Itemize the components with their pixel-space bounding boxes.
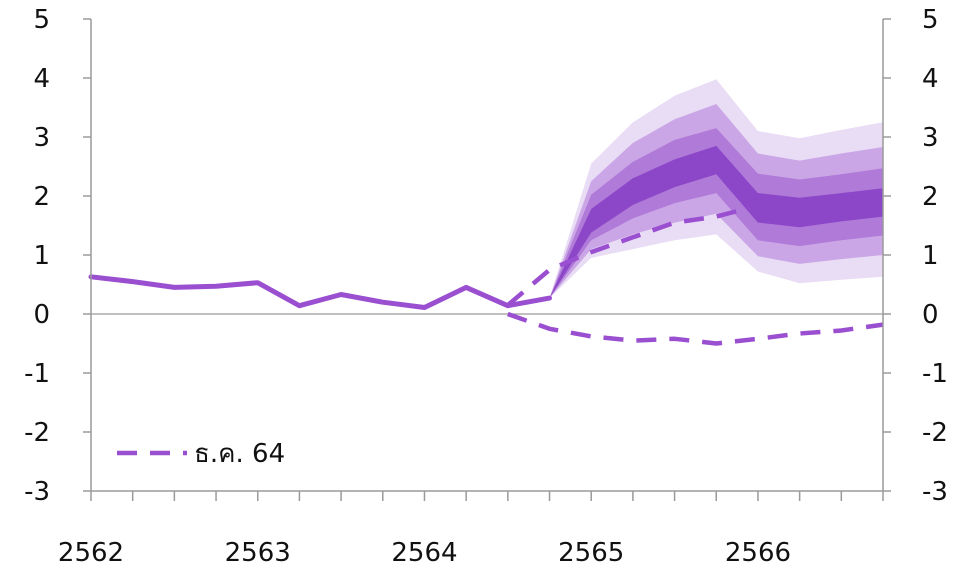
y-tick-label-left: 1 — [33, 241, 50, 271]
y-tick-label-left: -1 — [24, 359, 50, 389]
x-tick-label: 2566 — [725, 538, 791, 565]
y-tick-label-right: 0 — [922, 300, 939, 330]
fan-band-3 — [549, 104, 883, 299]
x-tick-label: 2565 — [558, 538, 624, 565]
y-tick-label-left: 3 — [33, 123, 50, 153]
y-axis-right-labels: 5 4 3 2 1 0 -1 -2 -3 — [922, 5, 948, 507]
y-tick-label-right: 4 — [922, 64, 939, 94]
y-tick-label-right: 3 — [922, 123, 939, 153]
forecast-fan-bands — [549, 79, 883, 299]
y-tick-label-right: -3 — [922, 477, 948, 507]
legend: ธ.ค. 64 — [117, 439, 285, 469]
y-axis-left-labels: 5 4 3 2 1 0 -1 -2 -3 — [24, 5, 50, 507]
chart-axes — [83, 18, 891, 501]
y-tick-label-right: 2 — [922, 182, 939, 212]
series-forecast-upper-dashed — [506, 205, 751, 307]
legend-label: ธ.ค. 64 — [194, 439, 285, 469]
x-axis-labels: 2562 2563 2564 2565 2566 — [58, 538, 791, 565]
y-tick-label-left: 0 — [33, 300, 50, 330]
series-actual — [88, 274, 552, 310]
y-tick-label-left: -2 — [24, 418, 50, 448]
y-tick-label-left: 5 — [33, 5, 50, 35]
y-tick-label-left: 2 — [33, 182, 50, 212]
chart-series — [88, 205, 884, 346]
y-tick-label-left: 4 — [33, 64, 50, 94]
y-tick-label-right: -2 — [922, 418, 948, 448]
x-tick-label: 2563 — [225, 538, 291, 565]
y-tick-label-right: 1 — [922, 241, 939, 271]
y-tick-label-right: -1 — [922, 359, 948, 389]
fan-band-core — [549, 145, 883, 299]
y-tick-label-left: -3 — [24, 477, 50, 507]
y-tick-label-right: 5 — [922, 5, 939, 35]
x-tick-label: 2564 — [391, 538, 457, 565]
x-tick-label: 2562 — [58, 538, 124, 565]
series-forecast-lower-dashed — [507, 311, 884, 346]
fan-band-2 — [549, 128, 883, 299]
